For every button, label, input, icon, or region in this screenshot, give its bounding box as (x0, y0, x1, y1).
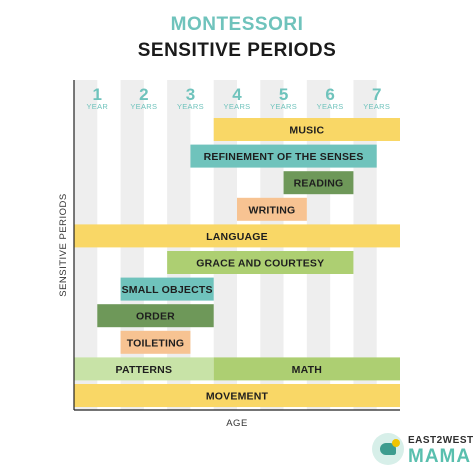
bar-toileting (120, 330, 191, 354)
bar-label: SMALL OBJECTS (122, 284, 213, 296)
bar-label: TOILETING (127, 337, 185, 349)
y-axis-title: SENSITIVE PERIODS (58, 193, 69, 297)
tick-unit: YEARS (317, 102, 344, 111)
tick-number: 2 (139, 85, 148, 104)
page-subtitle: SENSITIVE PERIODS (137, 40, 337, 61)
bar-grace-and-courtesy (167, 251, 354, 274)
bar-math (213, 357, 400, 381)
tick-number: 7 (372, 85, 381, 104)
bar-label: LANGUAGE (206, 231, 268, 243)
bar-label: MOVEMENT (206, 391, 269, 403)
tick-unit: YEARS (224, 102, 251, 111)
tick-unit: YEAR (86, 102, 108, 111)
bar-label: MATH (292, 364, 322, 376)
bar-writing (237, 197, 307, 221)
logo-text-bottom: MAMA (408, 446, 472, 467)
tick-number: 5 (279, 85, 288, 104)
bar-movement (74, 384, 400, 407)
bar-label: WRITING (248, 204, 295, 216)
bar-small-objects (120, 277, 214, 301)
brand-logo: EAST2WEST MAMA (372, 431, 473, 469)
bar-music (213, 118, 400, 141)
page-title: MONTESSORI (170, 14, 304, 35)
bar-label: REFINEMENT OF THE SENSES (204, 151, 364, 163)
bar-order (97, 304, 214, 328)
bar-label: PATTERNS (116, 364, 173, 376)
bar-refinement-of-the-senses (190, 144, 377, 168)
bar-patterns (74, 357, 214, 381)
bar-label: ORDER (136, 311, 175, 323)
x-axis-title: AGE (226, 418, 248, 429)
tick-unit: YEARS (270, 102, 297, 111)
bar-label: GRACE AND COURTESY (196, 258, 324, 270)
logo-text-top: EAST2WEST (408, 435, 474, 446)
tick-unit: YEARS (177, 102, 204, 111)
bar-language (74, 224, 400, 248)
tick-number: 3 (186, 85, 195, 104)
bar-label: MUSIC (289, 125, 324, 137)
tick-number: 4 (232, 85, 242, 104)
bar-label: READING (294, 178, 344, 190)
tick-unit: YEARS (130, 102, 157, 111)
bird-icon (372, 433, 404, 465)
bar-reading (283, 171, 354, 195)
tick-unit: YEARS (363, 102, 390, 111)
tick-number: 6 (325, 85, 334, 104)
tick-number: 1 (93, 85, 102, 104)
